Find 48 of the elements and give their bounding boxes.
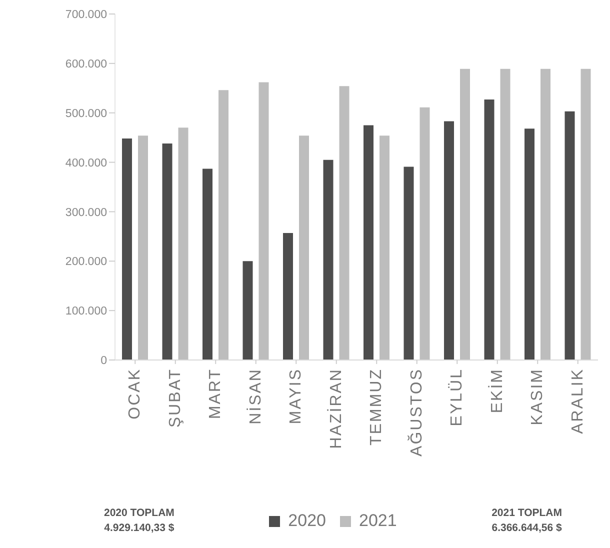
bar (404, 166, 414, 360)
bar (444, 121, 454, 360)
x-tick-label: EKİM (488, 368, 506, 414)
bar (540, 68, 550, 360)
bar (202, 168, 212, 360)
bar (242, 261, 253, 360)
y-tick-label: 0 (100, 355, 107, 368)
x-tick-label: AĞUSTOS (407, 368, 426, 456)
bar (122, 138, 132, 360)
bar (299, 136, 309, 360)
bar (500, 68, 510, 360)
y-tick-label: 400.000 (65, 157, 107, 170)
x-tick-label: TEMMUZ (368, 368, 386, 446)
text: 2020 TOPLAM 4.929.140,33 $ (104, 506, 174, 536)
bar (364, 125, 374, 360)
y-tick-label: 200.000 (65, 256, 107, 268)
bar (524, 128, 534, 360)
bar (178, 128, 188, 360)
bar (580, 68, 591, 360)
x-tick-label: MART (207, 368, 224, 420)
bar (380, 136, 390, 360)
x-tick-label: ŞUBAT (166, 368, 184, 428)
bar (420, 107, 430, 360)
x-tick-label: EYLÜL (448, 368, 466, 426)
bar (339, 86, 350, 360)
y-tick-label: 100.000 (65, 306, 107, 318)
bar (218, 90, 228, 360)
bar (323, 160, 334, 360)
text: 2021 TOPLAM 6.366.644,56 $ (492, 506, 562, 536)
y-tick-label: 300.000 (65, 206, 107, 219)
bar (138, 136, 148, 360)
bar (484, 100, 494, 360)
x-tick-label: MAYIS (288, 368, 305, 424)
legend-label: 2020 (288, 511, 326, 531)
bar (283, 232, 293, 360)
legend-label: 2021 (359, 511, 397, 531)
x-tick-label: NİSAN (246, 368, 264, 424)
bar (258, 82, 269, 360)
y-tick-label: 600.000 (65, 58, 107, 71)
x-tick-label: ARALIK (569, 368, 586, 434)
y-tick-label: 500.000 (65, 108, 107, 120)
bar (460, 68, 470, 360)
x-tick-label: KASIM (529, 368, 546, 426)
x-tick-label: HAZİRAN (326, 368, 345, 449)
y-tick-label: 700.000 (65, 9, 107, 22)
bar (162, 144, 172, 360)
bar (564, 111, 575, 360)
x-tick-label: OCAK (126, 368, 144, 420)
